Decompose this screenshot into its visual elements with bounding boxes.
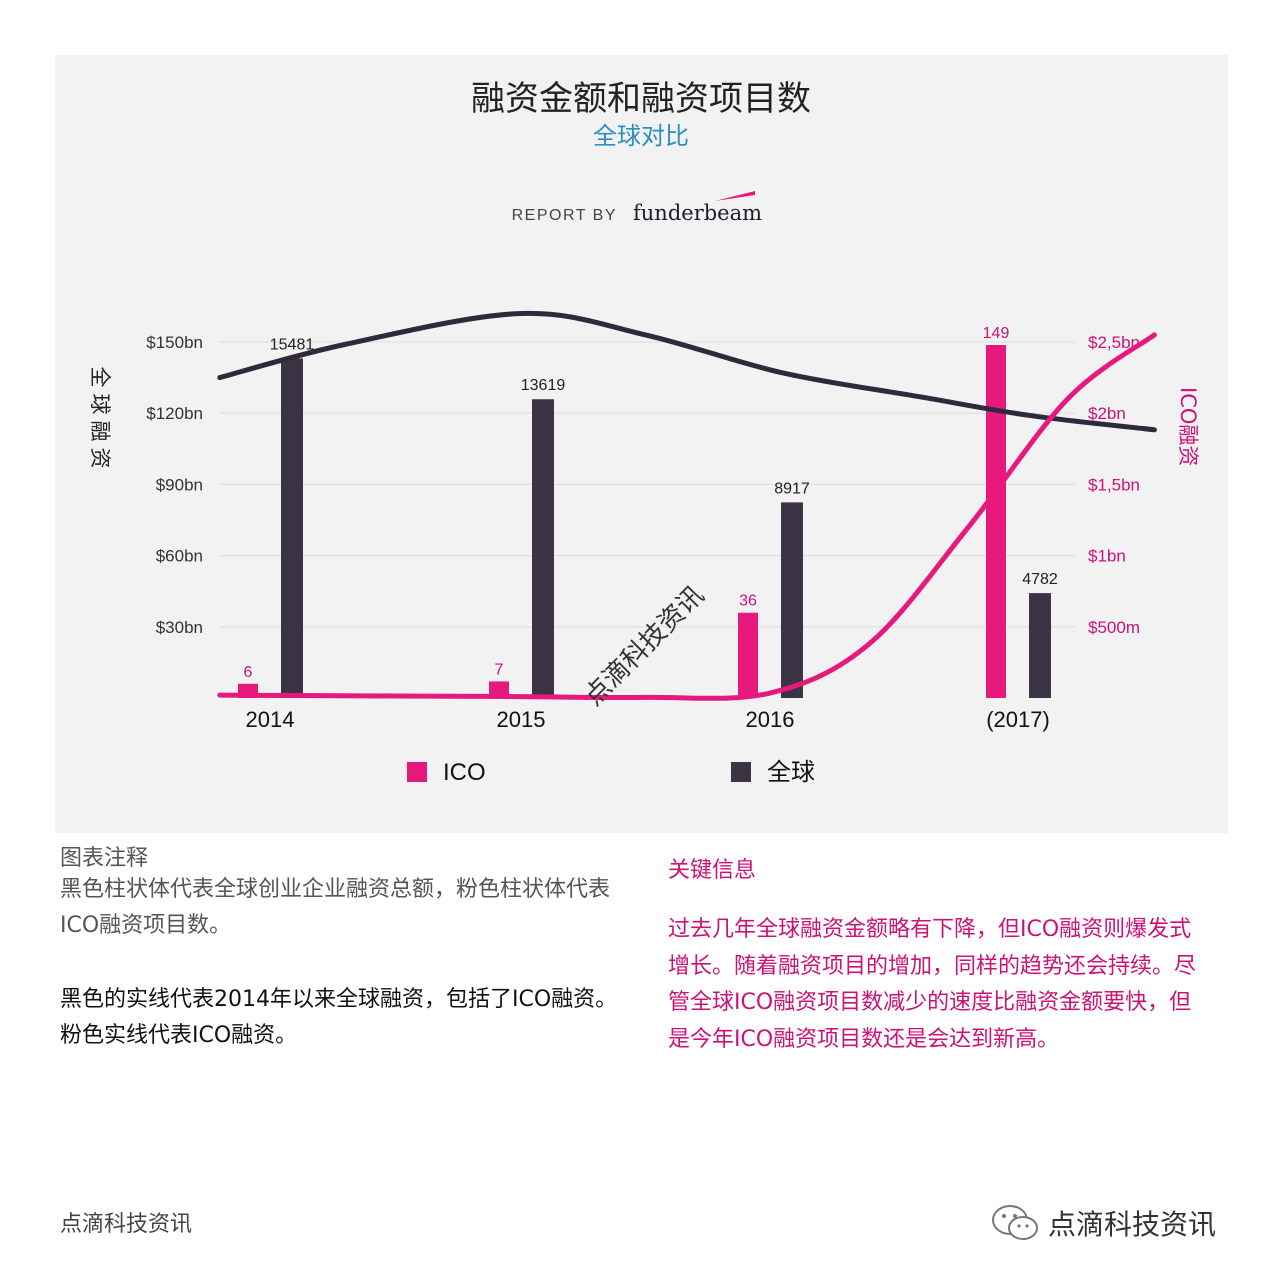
legend-label-ico: ICO — [443, 759, 486, 786]
right-tick-label: $2,5bn — [1088, 333, 1140, 352]
global-bar — [781, 502, 803, 698]
brand-logo-swoosh — [715, 191, 755, 201]
category-label: (2017) — [986, 707, 1050, 732]
left-axis-label-char: 全 — [88, 367, 112, 388]
category-label: 2015 — [497, 707, 546, 732]
global-bar — [1029, 593, 1051, 698]
right-axis-label: ICO融资 — [1176, 387, 1200, 466]
ico-bar-label: 7 — [495, 661, 504, 678]
report-by-label: REPORT BY — [512, 207, 617, 224]
key-info-heading: 关键信息 — [668, 858, 757, 883]
footer-source: 点滴科技资讯 — [60, 1212, 193, 1237]
left-tick-label: $30bn — [156, 618, 203, 637]
category-label: 2014 — [246, 707, 295, 732]
ico-bar-label: 149 — [983, 325, 1010, 342]
ico-bar-label: 36 — [739, 593, 757, 610]
left-tick-label: $150bn — [146, 333, 203, 352]
ico-bar — [489, 681, 509, 698]
legend-swatch-global — [731, 762, 751, 782]
left-axis-label-char: 资 — [88, 448, 112, 469]
legend-swatch-ico — [407, 762, 427, 782]
chart-title: 融资金额和融资项目数 — [471, 79, 811, 119]
wechat-icon — [992, 1205, 1038, 1240]
brand-logo-text: funderbeam — [633, 201, 762, 225]
left-tick-label: $60bn — [156, 547, 203, 566]
footer-account: 点滴科技资讯 — [1048, 1208, 1217, 1241]
chart-subtitle: 全球对比 — [593, 122, 689, 150]
ico-bar — [986, 345, 1006, 698]
right-tick-label: $1bn — [1088, 547, 1126, 566]
ico-bar-label: 6 — [244, 664, 253, 681]
right-axis-label-group: ICO融资 — [1176, 387, 1200, 466]
notes-body: 黑色柱状体代表全球创业企业融资总额，粉色柱状体代表ICO融资项目数。 — [60, 877, 611, 938]
key-info-body: 过去几年全球融资金额略有下降，但ICO融资则爆发式增长。随着融资项目的增加，同样… — [668, 917, 1197, 1052]
notes-line-note: 黑色的实线代表2014年以来全球融资，包括了ICO融资。粉色实线代表ICO融资。 — [60, 987, 618, 1048]
right-tick-label: $500m — [1088, 618, 1140, 637]
left-axis-label-char: 球 — [88, 394, 112, 415]
left-axis-label-char: 融 — [88, 421, 112, 442]
category-label: 2016 — [746, 707, 795, 732]
global-bar — [532, 399, 554, 698]
global-bar-label: 13619 — [521, 377, 566, 394]
right-tick-label: $1,5bn — [1088, 475, 1140, 494]
global-bar-label: 15481 — [270, 336, 315, 353]
ico-funding-line — [217, 332, 1157, 701]
watermark-text: 点滴科技资讯 — [579, 580, 711, 712]
watermark-group: 点滴科技资讯 — [579, 580, 711, 712]
right-tick-label: $2bn — [1088, 404, 1126, 423]
global-bar — [281, 358, 303, 698]
chart-panel: 融资金额和融资项目数全球对比 REPORT BY funderbeam $30bn $6… — [55, 55, 1228, 833]
global-bar-label: 8917 — [774, 480, 810, 497]
left-tick-label: $90bn — [156, 475, 203, 494]
global-bar-label: 4782 — [1022, 571, 1058, 588]
global-funding-line — [217, 310, 1157, 433]
legend-label-global: 全球 — [767, 759, 815, 786]
left-tick-label: $120bn — [146, 404, 203, 423]
notes-heading: 图表注释 — [60, 846, 149, 871]
ico-bar — [738, 612, 758, 698]
